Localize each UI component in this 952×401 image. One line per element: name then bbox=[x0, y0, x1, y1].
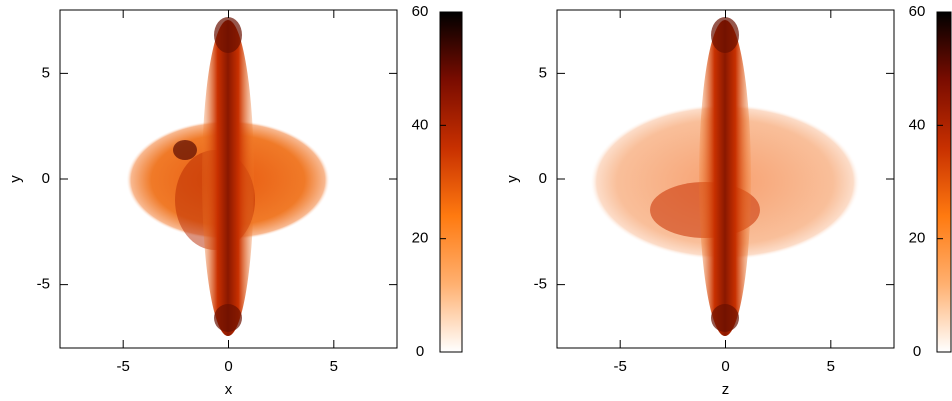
y-tick-label: -5 bbox=[534, 276, 547, 293]
x-tick-label: 0 bbox=[224, 358, 232, 375]
colorbar bbox=[439, 11, 463, 353]
colorbar-tick-label: 20 bbox=[909, 230, 926, 247]
x-tick-label: -5 bbox=[117, 358, 130, 375]
colorbar-tick-label: 60 bbox=[909, 3, 926, 20]
y-tick-label: -5 bbox=[37, 276, 50, 293]
x-tick-label: -5 bbox=[614, 358, 627, 375]
colorbar-tick-label: 20 bbox=[412, 230, 429, 247]
colorbar-tick-label: 0 bbox=[913, 343, 921, 360]
colorbar-tick-label: 40 bbox=[412, 116, 429, 133]
colorbar-tick-label: 40 bbox=[909, 116, 926, 133]
x-tick-label: 5 bbox=[330, 358, 338, 375]
y-axis-label: y bbox=[504, 175, 521, 183]
colorbar bbox=[936, 11, 952, 353]
field-image bbox=[126, 17, 330, 336]
x-tick-label: 0 bbox=[721, 358, 729, 375]
y-tick-label: 0 bbox=[42, 170, 50, 187]
y-tick-label: 5 bbox=[539, 64, 547, 81]
colorbar-tick-label: 0 bbox=[416, 343, 424, 360]
x-tick-label: 5 bbox=[827, 358, 835, 375]
field-image bbox=[590, 17, 860, 336]
y-tick-label: 0 bbox=[539, 170, 547, 187]
colorbar-tick-label: 60 bbox=[412, 3, 429, 20]
x-axis-label: x bbox=[225, 381, 233, 398]
x-axis-label: z bbox=[722, 381, 730, 398]
y-tick-label: 5 bbox=[42, 64, 50, 81]
y-axis-label: y bbox=[7, 175, 24, 183]
